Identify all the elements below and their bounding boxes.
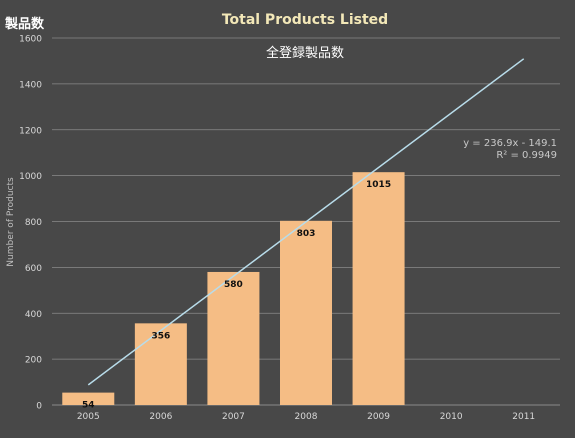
data-label-2008: 803	[297, 229, 316, 239]
y-tick-label: 800	[25, 218, 42, 228]
bar-2005	[62, 392, 115, 405]
y-tick-label: 600	[25, 264, 42, 274]
x-tick-label: 2007	[222, 412, 245, 422]
trendline	[87, 58, 525, 386]
x-tick-label: 2006	[149, 412, 172, 422]
y-tick-label: 200	[25, 356, 42, 366]
y-tick-label: 1600	[19, 35, 42, 45]
x-tick-label: 2009	[367, 412, 390, 422]
y-tick-label: 1000	[19, 172, 42, 182]
x-tick-label: 2008	[295, 412, 318, 422]
bar-2006	[134, 323, 187, 405]
bar-2009	[352, 172, 405, 405]
trendline-r-squared: R² = 0.9949	[496, 150, 557, 161]
bar-2007	[207, 271, 260, 405]
y-tick-label: 400	[25, 310, 42, 320]
data-labels: 54 356 580 803 1015	[82, 180, 391, 410]
trendline-group	[87, 58, 525, 386]
y-axis-label: Number of Products	[6, 177, 16, 267]
x-tick-label: 2011	[512, 412, 535, 422]
trendline-equation: y = 236.9x - 149.1	[463, 138, 557, 149]
y-tick-label: 1400	[19, 80, 42, 90]
chart-title: Total Products Listed	[222, 12, 388, 28]
y-tick-label: 1200	[19, 126, 42, 136]
axis-tick-labels: 0 200 400 600 800 1000 1200 1400 1600 2005 2006 200…	[19, 35, 535, 423]
data-label-2007: 580	[224, 280, 243, 290]
data-label-2006: 356	[151, 331, 170, 341]
x-tick-label: 2005	[77, 412, 100, 422]
y-tick-label: 0	[36, 402, 42, 412]
bar-2008	[280, 220, 332, 405]
corner-label: 製品数	[4, 16, 45, 32]
data-label-2009: 1015	[366, 180, 391, 190]
data-label-2005: 54	[82, 401, 95, 411]
x-tick-label: 2010	[440, 412, 463, 422]
bars	[62, 172, 405, 405]
chart-subtitle: 全登録製品数	[266, 45, 344, 61]
